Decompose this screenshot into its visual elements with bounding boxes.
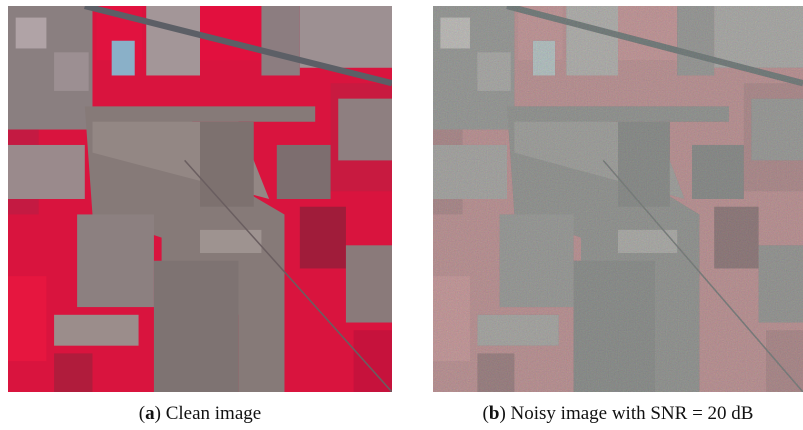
caption-a: (a) Clean image xyxy=(8,403,392,425)
noisy-image xyxy=(433,6,803,392)
caption-b: (b) Noisy image with SNR = 20 dB xyxy=(433,403,803,425)
caption-part: ) Noisy image with SNR = 20 dB xyxy=(499,403,753,424)
caption-part: ) Clean image xyxy=(155,403,262,424)
figure: (a) Clean image (b) Noisy image with SNR… xyxy=(0,0,803,430)
panel-label: b xyxy=(489,403,500,424)
clean-image xyxy=(8,6,392,392)
panel-label: a xyxy=(145,403,155,424)
